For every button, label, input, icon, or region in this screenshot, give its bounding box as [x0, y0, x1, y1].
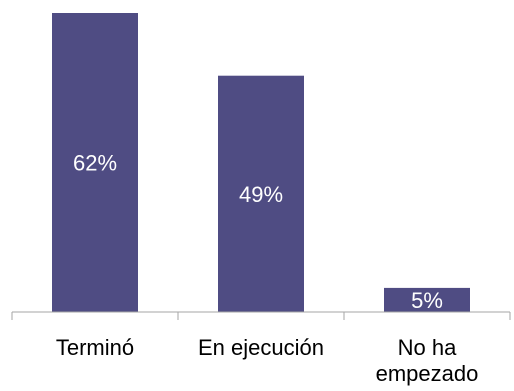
bar-termino [52, 13, 138, 312]
category-label-en-ejecucion: En ejecución [198, 335, 324, 360]
data-label-no-ha-empezado: 5% [411, 288, 443, 313]
bars-group [52, 13, 470, 312]
data-label-en-ejecucion: 49% [239, 182, 283, 207]
bar-en-ejecucion [218, 75, 304, 312]
category-labels-group: Terminó En ejecución No ha empezado [56, 335, 479, 386]
x-axis [11, 311, 511, 320]
data-labels-group: 62% 49% 5% [73, 151, 443, 313]
bar-no-ha-empezado [384, 287, 470, 312]
category-label-termino: Terminó [56, 335, 134, 360]
data-label-termino: 62% [73, 151, 117, 176]
category-label-no-ha-empezado: No ha empezado [376, 335, 479, 386]
